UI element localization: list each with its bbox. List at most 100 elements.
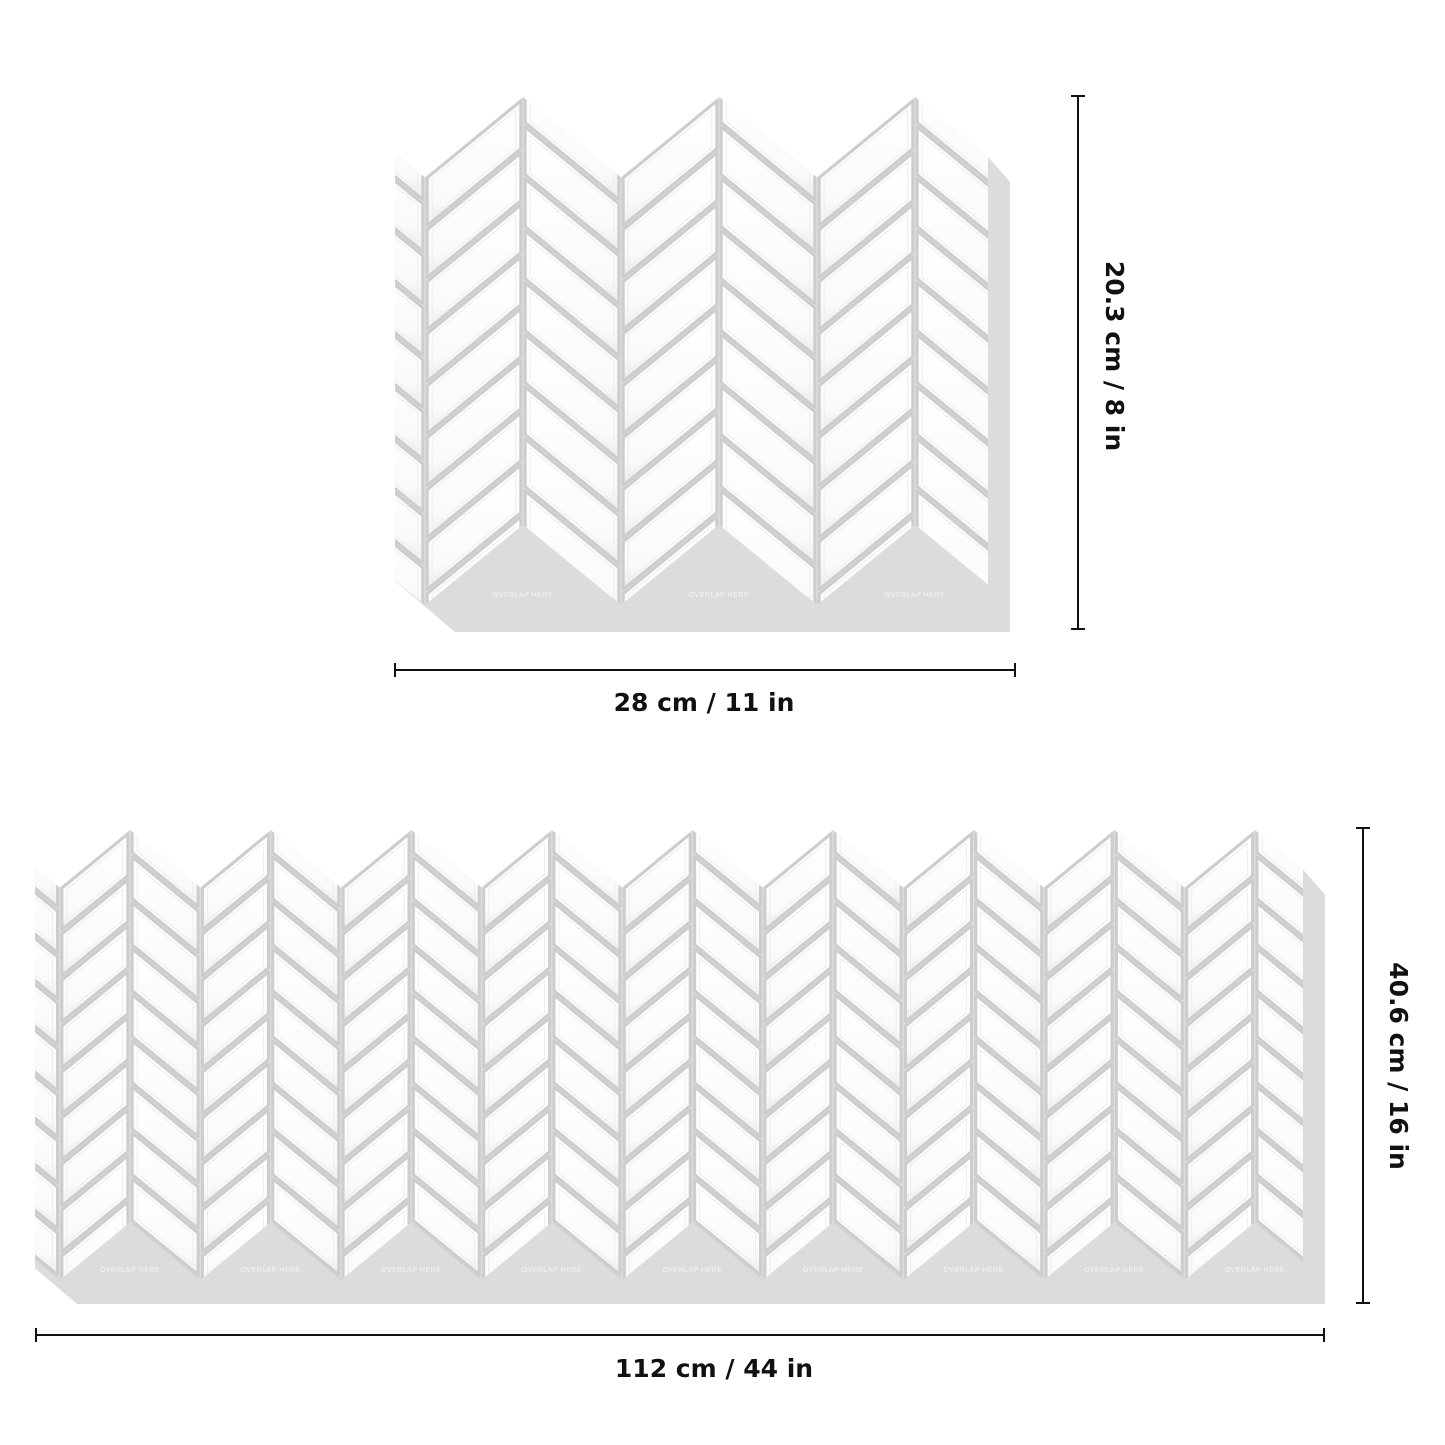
tile bbox=[231, 49, 325, 173]
tile-bevel bbox=[432, 682, 516, 788]
tile bbox=[1015, 153, 1109, 277]
tile-bevel bbox=[725, 395, 811, 504]
tile bbox=[484, 1294, 550, 1390]
tile bbox=[622, 924, 692, 1024]
tile-bevel bbox=[558, 911, 616, 991]
tile-bevel bbox=[980, 1049, 1038, 1129]
tile bbox=[60, 830, 130, 840]
tile bbox=[1114, 1039, 1184, 1139]
tile-bevel bbox=[431, 213, 517, 322]
tile bbox=[130, 993, 200, 1093]
tile-bevel bbox=[136, 1095, 194, 1175]
tile bbox=[1114, 1177, 1184, 1277]
tile-bevel bbox=[136, 1141, 194, 1221]
tile bbox=[203, 1340, 269, 1436]
tile-bevel bbox=[1118, 344, 1202, 450]
tile bbox=[0, 1317, 58, 1413]
tile-bevel bbox=[136, 1187, 194, 1267]
tile bbox=[1113, 439, 1207, 563]
tile bbox=[1327, 926, 1393, 1022]
tile bbox=[819, 673, 913, 797]
tile bbox=[482, 830, 552, 840]
tile bbox=[341, 1016, 411, 1116]
tile bbox=[482, 832, 552, 932]
tile bbox=[482, 1108, 552, 1208]
tile bbox=[271, 1039, 341, 1139]
tile bbox=[904, 1016, 973, 1116]
tile bbox=[130, 947, 200, 1047]
tile bbox=[552, 901, 622, 1001]
tile-bevel bbox=[1118, 32, 1202, 138]
tile bbox=[35, 830, 59, 909]
tile-bevel bbox=[1020, 370, 1104, 476]
tile bbox=[1185, 830, 1255, 840]
tile bbox=[693, 1177, 762, 1277]
tile-bevel bbox=[823, 109, 909, 218]
tile bbox=[1113, 23, 1207, 147]
tile bbox=[132, 1317, 198, 1413]
tile-bevel bbox=[627, 421, 713, 530]
tile bbox=[763, 832, 833, 932]
tile-bevel bbox=[431, 421, 517, 530]
tile bbox=[1185, 924, 1255, 1024]
tile-bevel bbox=[910, 1118, 967, 1198]
tile-bevel bbox=[136, 1003, 194, 1083]
tile-bevel bbox=[1121, 1326, 1177, 1403]
tile bbox=[1015, 621, 1109, 745]
tile-bevel bbox=[628, 1164, 686, 1244]
tile-bevel bbox=[1020, 6, 1104, 112]
tile-bevel bbox=[207, 842, 264, 922]
tile-bevel bbox=[699, 1187, 756, 1267]
tile bbox=[1044, 832, 1114, 932]
tile bbox=[622, 832, 692, 932]
tile bbox=[1114, 993, 1184, 1093]
tile bbox=[833, 855, 903, 955]
tile-bevel bbox=[823, 265, 909, 374]
tile-bevel bbox=[1261, 1187, 1303, 1267]
tile-bevel bbox=[1050, 1164, 1108, 1244]
tile bbox=[621, 307, 719, 435]
tile bbox=[621, 151, 719, 279]
tile bbox=[833, 1085, 903, 1185]
tile-bevel bbox=[921, 135, 988, 244]
tile-bevel bbox=[35, 1279, 53, 1280]
tile-bevel bbox=[236, 578, 320, 684]
tile-bevel bbox=[1262, 1326, 1318, 1403]
tile-bevel bbox=[1403, 774, 1445, 851]
tile-bevel bbox=[488, 1072, 546, 1152]
tile bbox=[1398, 1225, 1445, 1321]
tile-bevel bbox=[1118, 396, 1202, 502]
tile bbox=[917, 647, 1011, 771]
tile-bevel bbox=[770, 751, 826, 828]
tile-bevel bbox=[207, 1026, 264, 1106]
tile bbox=[411, 1085, 481, 1185]
tile-bevel bbox=[207, 1164, 264, 1244]
tile bbox=[693, 855, 762, 955]
tile-bevel bbox=[627, 161, 713, 270]
tile bbox=[60, 970, 130, 1070]
tile-bevel bbox=[395, 187, 419, 296]
tile-bevel bbox=[1261, 830, 1303, 853]
tile-bevel bbox=[348, 751, 404, 828]
tile-bevel bbox=[395, 343, 419, 452]
tile-bevel bbox=[824, 682, 908, 788]
tile bbox=[1255, 855, 1303, 955]
tile-bevel bbox=[921, 291, 988, 400]
tile bbox=[201, 832, 270, 932]
tile bbox=[904, 832, 973, 932]
tile bbox=[763, 830, 833, 840]
tile-bevel bbox=[431, 265, 517, 374]
tile bbox=[35, 1131, 59, 1231]
tile-bevel bbox=[1332, 981, 1388, 1058]
tile-bevel bbox=[1120, 1003, 1178, 1083]
tile-bevel bbox=[1120, 865, 1178, 945]
overlap-label: OVERLAP HERE bbox=[381, 1267, 441, 1274]
tile bbox=[271, 1177, 341, 1277]
tile-bevel bbox=[347, 980, 405, 1060]
tile-bevel bbox=[431, 473, 517, 582]
tile bbox=[1327, 972, 1393, 1068]
tile-bevel bbox=[347, 934, 405, 1014]
tile bbox=[62, 1294, 128, 1390]
tile-bevel bbox=[207, 1072, 264, 1152]
tile-bevel bbox=[769, 1164, 827, 1244]
